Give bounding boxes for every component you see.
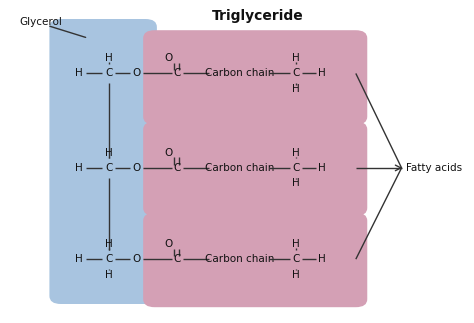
Text: H: H bbox=[292, 269, 300, 279]
Text: H: H bbox=[75, 68, 83, 78]
Text: H: H bbox=[105, 148, 113, 158]
FancyBboxPatch shape bbox=[143, 30, 367, 125]
FancyBboxPatch shape bbox=[143, 213, 367, 307]
Text: Fatty acids: Fatty acids bbox=[406, 163, 462, 173]
Text: C: C bbox=[174, 163, 181, 173]
Text: Carbon chain: Carbon chain bbox=[204, 254, 274, 264]
Text: H: H bbox=[292, 53, 300, 63]
Text: H: H bbox=[75, 254, 83, 264]
Text: H: H bbox=[292, 148, 300, 158]
Text: H: H bbox=[318, 254, 326, 264]
Text: H: H bbox=[75, 163, 83, 173]
FancyBboxPatch shape bbox=[143, 121, 367, 216]
Text: C: C bbox=[174, 68, 181, 78]
Text: Triglyceride: Triglyceride bbox=[211, 9, 303, 23]
Text: H: H bbox=[292, 84, 300, 94]
Text: C: C bbox=[105, 68, 112, 78]
Text: C: C bbox=[292, 163, 300, 173]
Text: H: H bbox=[292, 239, 300, 249]
Text: O: O bbox=[164, 239, 173, 249]
Text: O: O bbox=[132, 163, 140, 173]
Text: C: C bbox=[105, 163, 112, 173]
Text: H: H bbox=[318, 68, 326, 78]
Text: C: C bbox=[174, 254, 181, 264]
Text: H: H bbox=[105, 53, 113, 63]
Text: O: O bbox=[164, 53, 173, 63]
Text: H: H bbox=[318, 163, 326, 173]
Text: O: O bbox=[132, 68, 140, 78]
Text: H: H bbox=[105, 269, 113, 279]
Text: O: O bbox=[164, 148, 173, 158]
FancyBboxPatch shape bbox=[49, 19, 157, 304]
Text: Carbon chain: Carbon chain bbox=[204, 68, 274, 78]
Text: Glycerol: Glycerol bbox=[20, 17, 63, 27]
Text: Carbon chain: Carbon chain bbox=[204, 163, 274, 173]
Text: C: C bbox=[292, 68, 300, 78]
Text: H: H bbox=[292, 178, 300, 188]
Text: C: C bbox=[105, 254, 112, 264]
Text: H: H bbox=[105, 239, 113, 249]
Text: O: O bbox=[132, 254, 140, 264]
Text: C: C bbox=[292, 254, 300, 264]
